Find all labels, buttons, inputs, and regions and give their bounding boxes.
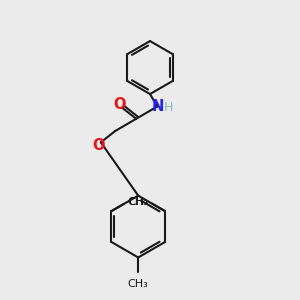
Text: H: H [164, 101, 173, 114]
Text: O: O [92, 138, 105, 153]
Text: N: N [151, 99, 164, 114]
Text: O: O [113, 97, 126, 112]
Text: CH₃: CH₃ [128, 197, 148, 207]
Text: CH₃: CH₃ [128, 279, 148, 289]
Text: CH₃: CH₃ [128, 197, 149, 207]
